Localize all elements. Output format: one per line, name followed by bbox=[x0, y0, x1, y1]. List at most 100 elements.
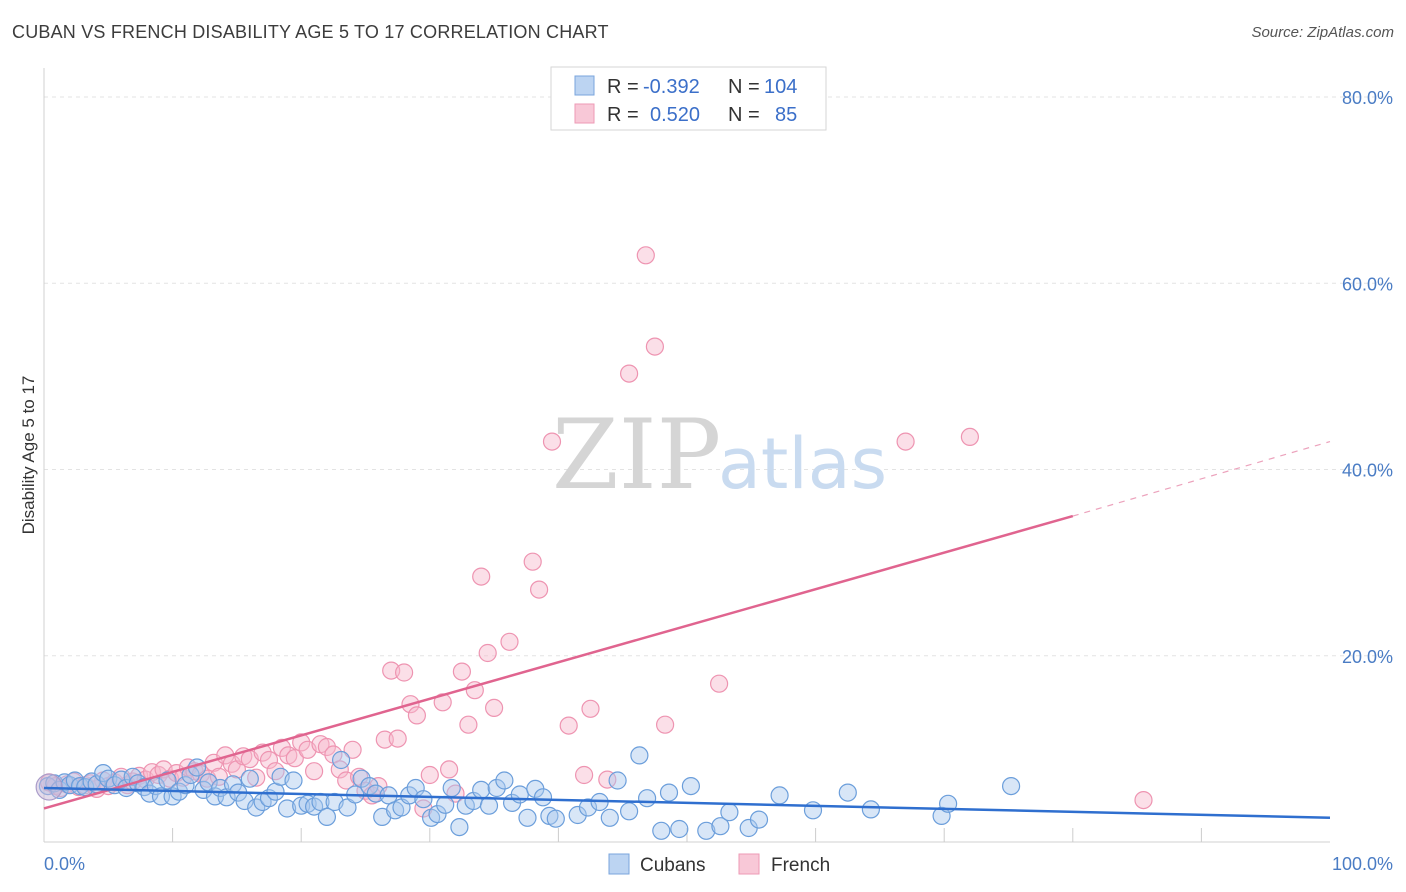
french-point bbox=[440, 760, 459, 779]
cubans-point bbox=[711, 817, 730, 836]
legend-n-value: 85 bbox=[775, 104, 797, 126]
legend-n-label: N = bbox=[728, 104, 760, 126]
legend-n-label: N = bbox=[728, 76, 760, 98]
cubans-point bbox=[1001, 776, 1021, 796]
cubans-point bbox=[838, 783, 857, 802]
legend-r-label: R = bbox=[607, 76, 639, 98]
x-axis-ticks bbox=[172, 828, 1202, 842]
x-tick-label-max: 100.0% bbox=[1332, 854, 1393, 874]
cubans-point bbox=[568, 805, 587, 825]
cubans-point bbox=[495, 771, 514, 790]
cubans-point bbox=[637, 789, 657, 808]
cubans-point bbox=[546, 809, 565, 828]
series-legend: Cubans French bbox=[608, 853, 830, 876]
french-point bbox=[420, 765, 439, 785]
cubans-point bbox=[630, 746, 649, 765]
french-point bbox=[542, 432, 562, 451]
french-point bbox=[636, 246, 655, 265]
french-point bbox=[500, 632, 519, 651]
cubans-point bbox=[578, 798, 598, 817]
french-point bbox=[305, 762, 324, 781]
cubans-point bbox=[803, 801, 823, 820]
y-tick-label: 60.0% bbox=[1342, 274, 1393, 294]
french-point bbox=[655, 715, 675, 734]
french-point bbox=[388, 729, 407, 748]
source-label: Source: ZipAtlas.com bbox=[1251, 24, 1394, 41]
french-point bbox=[581, 699, 600, 718]
french-point bbox=[523, 552, 542, 571]
cubans-point bbox=[99, 769, 118, 788]
french-point bbox=[375, 730, 394, 749]
cubans-point bbox=[479, 796, 499, 815]
legend-label-french: French bbox=[771, 855, 830, 876]
french-point bbox=[266, 762, 285, 781]
french-point bbox=[330, 760, 349, 779]
cubans-point bbox=[600, 808, 619, 827]
french-point bbox=[960, 427, 980, 446]
cubans-point bbox=[442, 778, 461, 798]
french-point bbox=[272, 738, 291, 758]
french-point bbox=[459, 715, 478, 734]
cubans-point bbox=[305, 797, 324, 816]
cubans-point bbox=[697, 821, 716, 840]
watermark-atlas: atlas bbox=[718, 423, 887, 505]
french-point bbox=[433, 693, 452, 712]
cubans-point bbox=[240, 769, 259, 788]
cubans-point bbox=[619, 802, 639, 821]
watermark-zip: ZIP bbox=[552, 399, 721, 511]
cubans-point bbox=[332, 750, 351, 770]
french-point bbox=[343, 740, 362, 759]
x-tick-label-min: 0.0% bbox=[44, 854, 85, 874]
french-trend-extension bbox=[1072, 440, 1331, 517]
cubans-point bbox=[284, 771, 303, 790]
french-point bbox=[292, 733, 311, 752]
cubans-point bbox=[352, 769, 371, 788]
french-point bbox=[485, 698, 504, 718]
legend-r-label: R = bbox=[607, 104, 639, 126]
french-point bbox=[1134, 790, 1153, 810]
cubans-point bbox=[94, 763, 113, 783]
cubans-point bbox=[317, 807, 336, 827]
french-point bbox=[709, 674, 729, 693]
french-point bbox=[259, 750, 279, 770]
cubans-point bbox=[428, 804, 447, 824]
y-tick-label: 40.0% bbox=[1342, 461, 1393, 481]
cubans-point bbox=[278, 799, 297, 818]
french-points bbox=[39, 246, 1153, 818]
y-tick-label: 80.0% bbox=[1342, 88, 1393, 108]
cubans-point bbox=[720, 803, 739, 822]
legend-r-value: -0.392 bbox=[643, 76, 700, 98]
correlation-legend: R = -0.392 N = 104 R = 0.520 N = 85 bbox=[550, 66, 827, 131]
french-point bbox=[559, 716, 578, 735]
cubans-point bbox=[681, 776, 701, 796]
legend-swatch-cubans bbox=[574, 75, 595, 96]
legend-r-value: 0.520 bbox=[650, 104, 700, 126]
cubans-point bbox=[749, 810, 769, 829]
cubans-point bbox=[861, 800, 881, 819]
french-point bbox=[407, 706, 426, 725]
cubans-trend-line bbox=[43, 786, 1331, 820]
french-point bbox=[452, 662, 471, 681]
french-point bbox=[478, 643, 497, 663]
french-point bbox=[227, 760, 246, 779]
cubans-point bbox=[436, 795, 455, 814]
cubans-point bbox=[533, 788, 553, 807]
legend-swatch-cubans bbox=[608, 853, 630, 875]
french-point bbox=[285, 749, 304, 768]
french-point bbox=[529, 580, 549, 599]
legend-n-value: 104 bbox=[764, 76, 797, 98]
cubans-point bbox=[518, 808, 537, 827]
french-trend-line bbox=[43, 514, 1074, 810]
cubans-point bbox=[670, 819, 689, 839]
french-point bbox=[619, 364, 639, 383]
french-point bbox=[896, 432, 915, 451]
cubans-point bbox=[652, 821, 671, 840]
french-point bbox=[574, 765, 594, 785]
cubans-point bbox=[450, 817, 469, 837]
y-axis-label: Disability Age 5 to 17 bbox=[19, 376, 38, 535]
grid-lines bbox=[44, 96, 1393, 657]
y-tick-label: 20.0% bbox=[1342, 647, 1393, 667]
french-point bbox=[645, 337, 665, 356]
cubans-point bbox=[414, 790, 433, 809]
